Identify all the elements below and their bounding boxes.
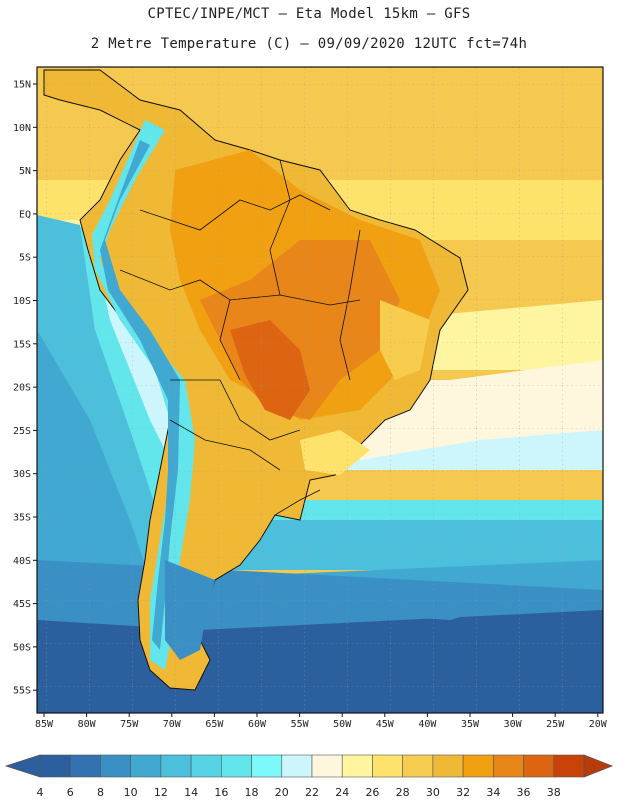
map-field	[37, 67, 603, 713]
colorbar-tick-label: 26	[365, 786, 379, 799]
colorbar-swatch	[281, 754, 313, 778]
colorbar-swatch	[69, 754, 101, 778]
colorbar: 4 6 8 10 12 14 16 18 20 22 24 26 28 30 32 34 36 38	[4, 754, 614, 799]
colorbar-tick-label: 38	[547, 786, 561, 799]
lon-label: 35W	[461, 719, 480, 730]
latitude-axis: 15N 10N 5N EQ 5S 10S 15S 20S 25S 30S 35S 40S 45S 50S 5…	[13, 80, 37, 697]
colorbar-tick-label: 32	[456, 786, 470, 799]
lat-label: 10N	[13, 123, 31, 134]
colorbar-tick-label: 18	[245, 786, 259, 799]
colorbar-swatch	[221, 754, 252, 778]
colorbar-swatch	[462, 754, 494, 778]
lon-label: 30W	[504, 719, 523, 730]
lat-label: 45S	[13, 599, 31, 610]
colorbar-swatch	[493, 754, 524, 778]
chart-title-line2: 2 Metre Temperature (C) – 09/09/2020 12U…	[90, 36, 528, 52]
colorbar-tick-label: 14	[184, 786, 198, 799]
colorbar-swatch	[251, 754, 283, 778]
lon-label: 40W	[418, 719, 437, 730]
colorbar-swatch	[311, 754, 343, 778]
colorbar-swatch	[39, 754, 71, 778]
lat-label: 20S	[13, 383, 31, 394]
colorbar-tick-label: 10	[124, 786, 138, 799]
lon-label: 70W	[163, 719, 182, 730]
lat-label: 15N	[13, 80, 31, 91]
lat-label: EQ	[19, 209, 31, 220]
lat-label: 55S	[13, 686, 31, 697]
lat-label: 30S	[13, 469, 31, 480]
lat-label: 15S	[13, 339, 31, 350]
lat-label: 40S	[13, 556, 31, 567]
lat-label: 25S	[13, 426, 31, 437]
chart-title-line1: CPTEC/INPE/MCT – Eta Model 15km – GFS	[147, 6, 471, 22]
colorbar-tick-label: 6	[67, 786, 74, 799]
lon-label: 25W	[546, 719, 565, 730]
colorbar-tick-label: 16	[214, 786, 228, 799]
lon-label: 50W	[333, 719, 352, 730]
graticule	[37, 67, 603, 713]
lon-label: 80W	[78, 719, 97, 730]
colorbar-tick-label: 4	[37, 786, 44, 799]
lon-label: 60W	[248, 719, 267, 730]
colorbar-swatch	[341, 754, 373, 778]
colorbar-tick-label: 8	[97, 786, 104, 799]
colorbar-tick-label: 34	[486, 786, 500, 799]
longitude-axis: 85W 80W 75W 70W 65W 60W 55W 50W 45W 40W 35W 30W 25W 2…	[35, 713, 608, 730]
colorbar-under-arrow	[4, 754, 41, 778]
lon-label: 55W	[291, 719, 310, 730]
colorbar-tick-label: 20	[275, 786, 289, 799]
map-frame	[36, 66, 604, 714]
colorbar-swatch	[402, 754, 434, 778]
lon-label: 20W	[589, 719, 608, 730]
colorbar-tick-label: 28	[396, 786, 410, 799]
colorbar-swatch	[523, 754, 555, 778]
lat-label: 35S	[13, 513, 31, 524]
colorbar-tick-label: 24	[335, 786, 349, 799]
colorbar-tick-label: 36	[517, 786, 531, 799]
lat-label: 5N	[19, 166, 31, 177]
colorbar-swatch	[100, 754, 131, 778]
colorbar-swatch	[190, 754, 222, 778]
lon-label: 45W	[376, 719, 395, 730]
lon-label: 65W	[205, 719, 224, 730]
colorbar-tick-label: 12	[154, 786, 168, 799]
colorbar-swatch	[432, 754, 464, 778]
lat-label: 10S	[13, 296, 31, 307]
lat-label: 50S	[13, 642, 31, 653]
colorbar-swatch	[130, 754, 162, 778]
colorbar-tick-label: 30	[426, 786, 440, 799]
colorbar-swatch	[160, 754, 192, 778]
lon-label: 75W	[120, 719, 139, 730]
colorbar-swatch	[372, 754, 403, 778]
lon-label: 85W	[35, 719, 54, 730]
colorbar-swatch	[553, 754, 585, 778]
colorbar-over-arrow	[583, 754, 614, 778]
lat-label: 5S	[19, 253, 31, 264]
colorbar-tick-label: 22	[305, 786, 319, 799]
